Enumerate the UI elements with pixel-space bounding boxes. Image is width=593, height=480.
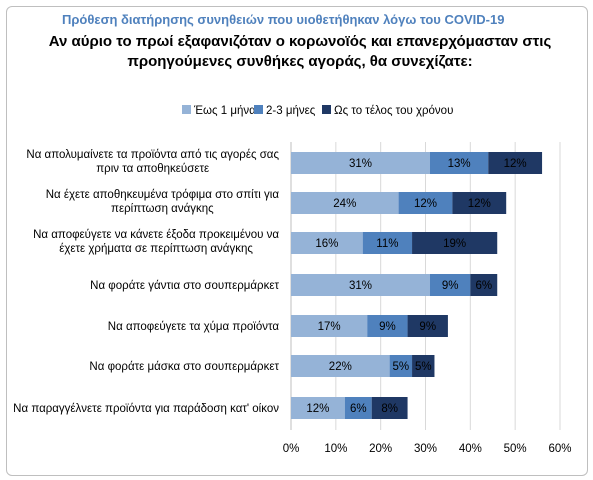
data-label: 11%	[376, 238, 398, 250]
x-tick-label: 60%	[548, 443, 571, 455]
chart-subtitle: Πρόθεση διατήρησης συνηθειών που υιοθετή…	[62, 12, 505, 27]
bars: 31% 13% 12% 24% 12% 12% 16% 11% 19% 31% 9% 6% 17% 9% 9…	[291, 152, 543, 419]
bar-segment	[412, 355, 435, 377]
bar-segment	[291, 232, 363, 254]
x-tick-label: 10%	[324, 443, 347, 455]
data-label: 17%	[318, 321, 341, 333]
category-labels: Να απολυμαίνετε τα προϊόντα από τις αγορ…	[13, 149, 279, 415]
bar-segment	[291, 397, 345, 419]
category-label: Να απολυμαίνετε τα προϊόντα από τις αγορ…	[26, 149, 279, 175]
bar-segment	[412, 232, 498, 254]
data-label: 5%	[415, 361, 432, 373]
category-label: Να φοράτε γάντια στο σουπερμάρκετ	[90, 280, 279, 292]
data-label: 9%	[379, 321, 396, 333]
bar-segment	[362, 232, 413, 254]
bar-segment	[371, 397, 408, 419]
category-label: Να παραγγέλνετε προϊόντα για παράδοση κα…	[13, 403, 279, 415]
data-label: 5%	[393, 361, 410, 373]
category-label: Να αποφεύγετε τα χύμα προϊόντα	[108, 321, 280, 333]
bar-segment	[291, 355, 390, 377]
legend-swatch	[322, 105, 331, 114]
category-label: Να έχετε αποθηκευμένα τρόφιμα στο σπίτι …	[46, 189, 280, 215]
data-label: 8%	[381, 403, 398, 415]
chart-title-line-2: προηγούμενες συνθήκες αγοράς, θα συνεχίζ…	[127, 53, 473, 70]
legend: Έως 1 μήνα 2-3 μήνες Ως το τέλος του χρόνο…	[182, 105, 453, 117]
category-label: Να αποφεύγετε να κάνετε έξοδα προκειμένο…	[33, 229, 279, 255]
x-tick-label: 20%	[369, 443, 392, 455]
data-label: 24%	[333, 198, 356, 210]
bar-segment	[291, 274, 430, 296]
x-tick-label: 40%	[459, 443, 482, 455]
data-label: 12%	[504, 158, 527, 170]
chart-title: Αν αύριο το πρωί εξαφανιζόταν ο κορωνοϊό…	[40, 32, 560, 72]
legend-swatch	[254, 105, 263, 114]
bar-segment	[398, 192, 453, 214]
data-label: 16%	[315, 238, 338, 250]
bar-segment	[429, 152, 489, 174]
bar-segment	[429, 274, 471, 296]
legend-label: 2-3 μήνες	[266, 105, 316, 117]
data-label: 9%	[419, 321, 436, 333]
data-label: 12%	[306, 403, 329, 415]
x-tick-label: 0%	[283, 443, 300, 455]
header-strip	[62, 10, 522, 28]
chart-title-line-1: Αν αύριο το πρωί εξαφανιζόταν ο κορωνοϊό…	[48, 33, 552, 50]
data-label: 13%	[448, 158, 471, 170]
bar-segment	[291, 192, 399, 214]
bar-segment	[452, 192, 507, 214]
data-label: 12%	[414, 198, 437, 210]
bar-segment	[367, 315, 408, 337]
legend-label: Έως 1 μήνα	[193, 105, 256, 117]
data-label: 12%	[468, 198, 491, 210]
x-tick-labels: 0% 10% 20% 30% 40% 50% 60%	[283, 443, 572, 455]
data-label: 22%	[329, 361, 352, 373]
legend-label: Ως το τέλος του χρόνου	[334, 105, 453, 117]
bar-segment	[344, 397, 372, 419]
data-label: 6%	[475, 280, 492, 292]
bar-segment	[470, 274, 498, 296]
x-tick-label: 50%	[504, 443, 527, 455]
category-label: Να φοράτε μάσκα στο σουπερμάρκετ	[89, 361, 279, 373]
x-tick-label: 30%	[414, 443, 437, 455]
bar-segment	[291, 315, 368, 337]
data-label: 6%	[350, 403, 367, 415]
data-label: 31%	[349, 280, 372, 292]
legend-swatch	[182, 105, 191, 114]
bar-segment	[407, 315, 448, 337]
data-label: 9%	[442, 280, 459, 292]
data-label: 31%	[349, 158, 372, 170]
bar-segment	[488, 152, 543, 174]
bar-segment	[389, 355, 413, 377]
data-label: 19%	[443, 238, 466, 250]
bar-segment	[291, 152, 430, 174]
